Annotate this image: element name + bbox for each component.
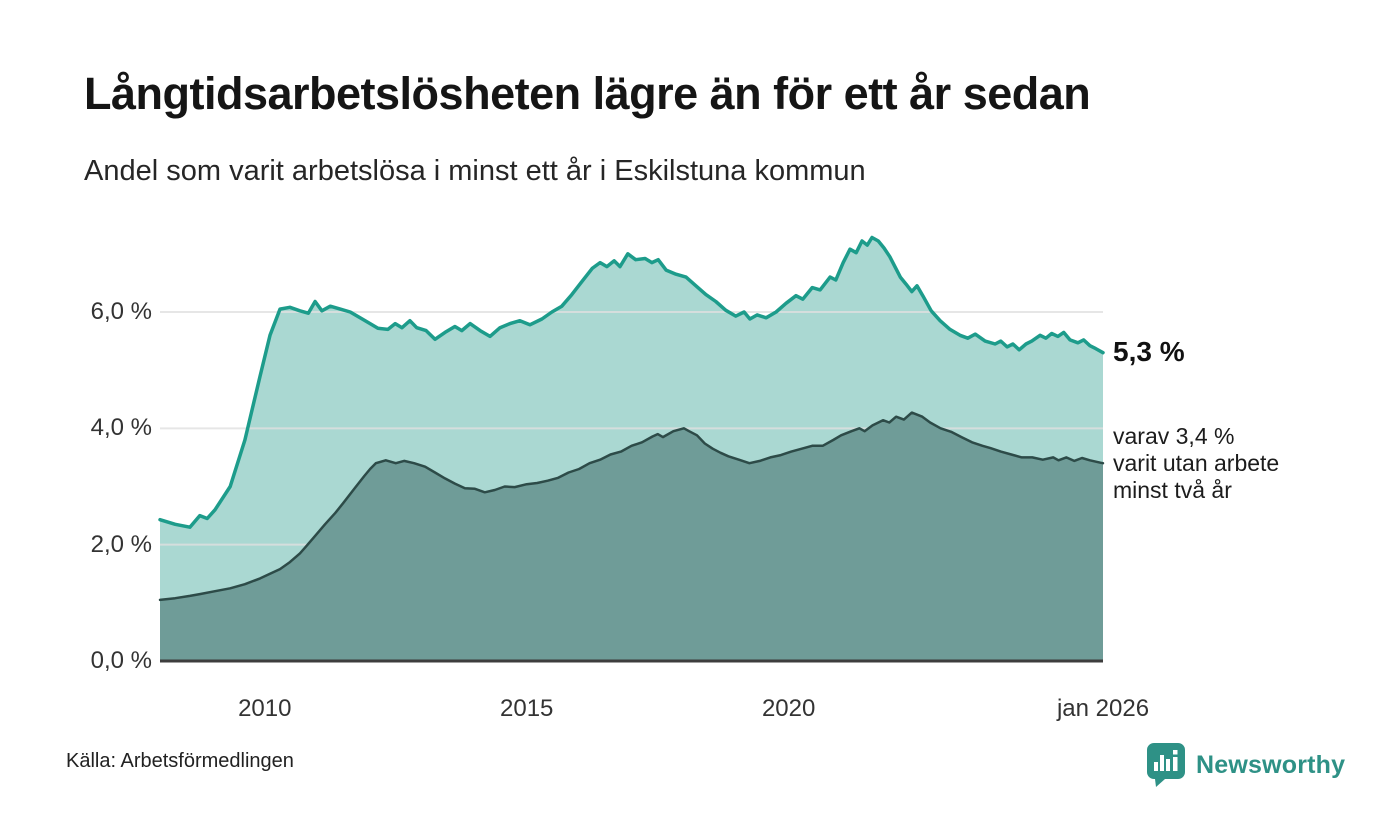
x-axis-tick-label: 2020 (761, 695, 816, 722)
area-minst-tva-ar (160, 412, 1103, 661)
x-axis-tick-label: 2015 (500, 695, 554, 722)
x-axis-tick-label: jan 2026 (1056, 695, 1150, 722)
line-minst-ett-ar (158, 235, 1105, 529)
brand-logo: Newsworthy (1146, 742, 1345, 788)
y-axis-tick-label: 0,0 % (90, 647, 152, 674)
y-axis-tick-label: 4,0 % (90, 414, 152, 442)
brand-name: Newsworthy (1196, 750, 1346, 779)
page-title: Långtidsarbetslösheten lägre än för ett … (84, 68, 1091, 119)
secondary-value-label: varav 3,4 % varit utan arbete minst två … (1113, 423, 1280, 503)
latest-value-label: 5,3 % (1113, 336, 1185, 367)
y-axis-tick-label: 6,0 % (90, 298, 152, 325)
y-axis-tick-label: 2,0 % (90, 530, 152, 558)
line-minst-tva-ar (158, 411, 1105, 602)
newsworthy-icon (1147, 743, 1185, 787)
source-note: Källa: Arbetsförmedlingen (66, 750, 294, 772)
page-subtitle: Andel som varit arbetslösa i minst ett å… (84, 155, 866, 187)
x-axis-tick-label: 2010 (238, 695, 292, 722)
